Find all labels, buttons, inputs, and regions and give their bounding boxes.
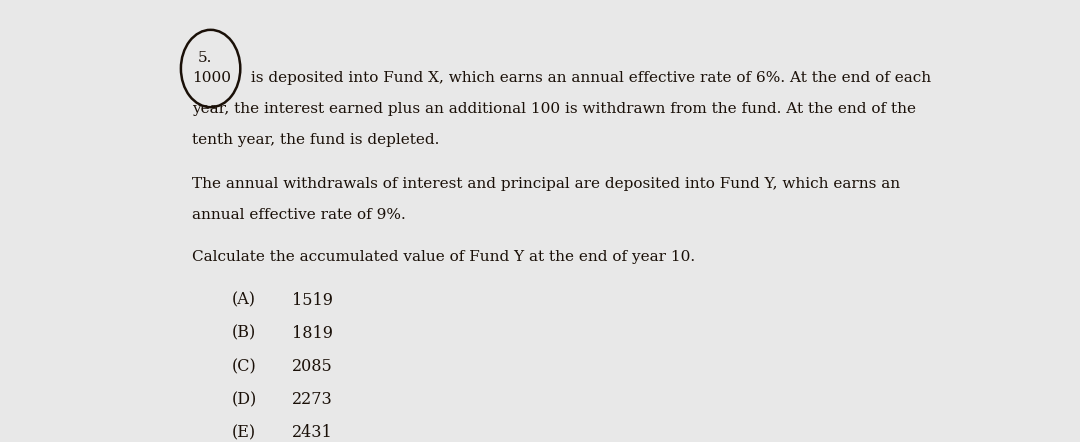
Text: is deposited into Fund X, which earns an annual effective rate of 6%. At the end: is deposited into Fund X, which earns an… bbox=[246, 71, 931, 85]
Text: (B): (B) bbox=[232, 325, 256, 342]
Text: tenth year, the fund is depleted.: tenth year, the fund is depleted. bbox=[192, 133, 440, 147]
Text: (D): (D) bbox=[232, 391, 257, 408]
Text: 5.: 5. bbox=[198, 51, 212, 65]
Text: 1519: 1519 bbox=[292, 292, 333, 309]
Text: 2085: 2085 bbox=[292, 358, 333, 375]
Text: 1819: 1819 bbox=[292, 325, 333, 342]
Text: 2431: 2431 bbox=[292, 424, 333, 441]
Text: (E): (E) bbox=[232, 424, 256, 441]
Text: The annual withdrawals of interest and principal are deposited into Fund Y, whic: The annual withdrawals of interest and p… bbox=[192, 177, 901, 191]
Text: (A): (A) bbox=[232, 292, 256, 309]
Text: annual effective rate of 9%.: annual effective rate of 9%. bbox=[192, 208, 406, 222]
Text: year, the interest earned plus an additional 100 is withdrawn from the fund. At : year, the interest earned plus an additi… bbox=[192, 102, 916, 116]
Text: 1000: 1000 bbox=[192, 71, 231, 85]
Text: (C): (C) bbox=[232, 358, 257, 375]
Text: 2273: 2273 bbox=[292, 391, 333, 408]
Text: Calculate the accumulated value of Fund Y at the end of year 10.: Calculate the accumulated value of Fund … bbox=[192, 250, 696, 264]
